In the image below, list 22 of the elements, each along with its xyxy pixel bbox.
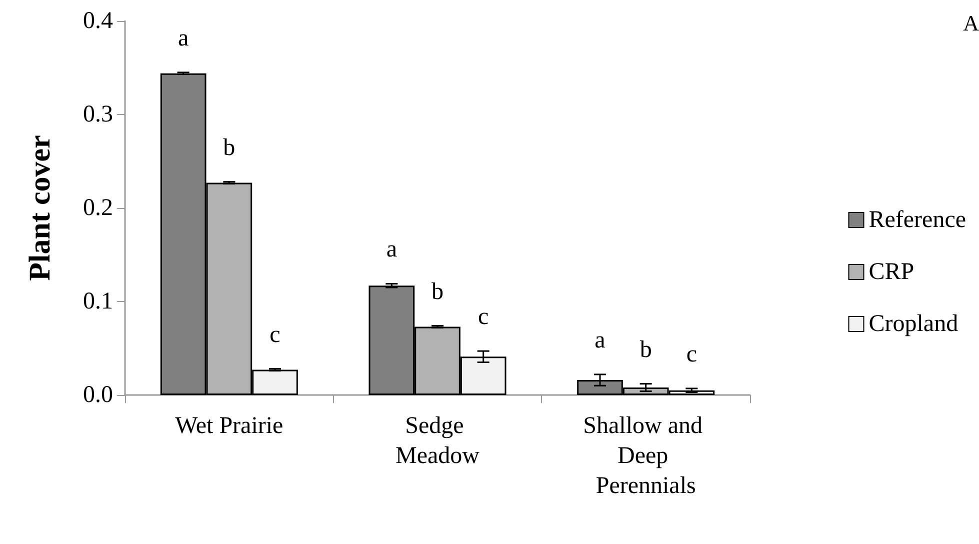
- legend-label: Reference: [868, 207, 966, 233]
- annotation: c: [686, 341, 697, 368]
- annotation: c: [478, 304, 489, 330]
- annotation: a: [386, 236, 398, 263]
- legend-label: Cropland: [868, 311, 958, 337]
- y-tick-label: 0.0: [83, 382, 113, 408]
- annotation: b: [223, 134, 236, 161]
- y-axis-title: Plant cover: [24, 135, 56, 281]
- annotation: b: [640, 336, 652, 363]
- annotation: c: [270, 322, 280, 348]
- y-tick-label: 0.3: [83, 102, 113, 128]
- annotation: b: [432, 278, 444, 305]
- annotation: a: [594, 327, 606, 354]
- y-tick-label: 0.1: [83, 288, 113, 314]
- x-tick-label: Wet Prairie: [175, 413, 284, 439]
- y-tick-label: 0.4: [83, 8, 113, 34]
- y-tick-label: 0.2: [83, 195, 113, 221]
- x-tick-label: Sedge Meadow: [396, 413, 480, 469]
- x-tick-label: Shallow and Deep Perennials: [583, 413, 708, 499]
- text: A: [963, 10, 979, 36]
- annotation: a: [178, 25, 190, 52]
- legend-label: CRP: [868, 259, 914, 285]
